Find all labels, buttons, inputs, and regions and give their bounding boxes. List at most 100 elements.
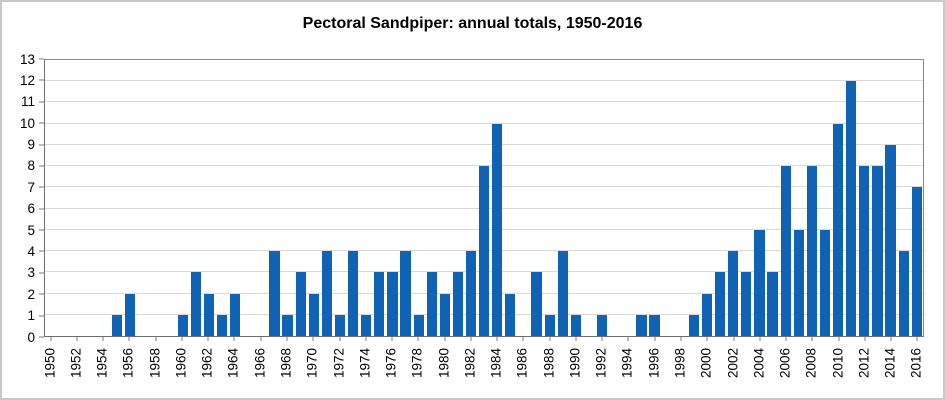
bars (45, 60, 923, 336)
x-label-2000: 2000 (698, 348, 714, 379)
bar-1975 (374, 272, 385, 336)
x-label-2016: 2016 (909, 348, 924, 379)
x-tick-2006 (785, 337, 787, 341)
bar-slot-1995 (635, 60, 648, 336)
x-tick-1984 (496, 337, 498, 341)
x-tick-1986 (522, 337, 524, 341)
bar-slot-2000 (700, 60, 713, 336)
x-tick-1968 (286, 337, 288, 341)
x-tick-2016 (916, 337, 918, 341)
bar-1964 (229, 293, 241, 336)
bar-1979 (426, 272, 437, 336)
x-tick-1992 (601, 337, 603, 341)
y-label-4: 4 (27, 243, 35, 259)
bar-slot-1994 (622, 60, 635, 336)
y-axis-labels: 0 1 2 3 4 5 6 7 8 9 10 11 12 13 (2, 52, 35, 343)
bar-slot-1988 (543, 60, 556, 336)
gridline (45, 143, 923, 145)
y-label-12: 12 (19, 72, 35, 88)
bar-1976 (387, 272, 398, 336)
x-tick-1998 (680, 337, 682, 341)
x-tick-1958 (155, 337, 157, 341)
x-tick-1962 (207, 337, 209, 341)
x-label-1988: 1988 (541, 348, 557, 379)
bar-slot-2004 (753, 60, 766, 336)
x-tick-1974 (365, 337, 367, 341)
bar-2011 (846, 81, 857, 336)
bar-slot-2015 (897, 60, 910, 336)
bar-slot-1991 (582, 60, 595, 336)
bar-slot-2007 (792, 60, 805, 336)
x-label-1980: 1980 (436, 348, 452, 379)
bar-slot-2003 (740, 60, 753, 336)
bar-slot-1998 (674, 60, 687, 336)
gridline (45, 101, 923, 103)
bar-slot-1993 (609, 60, 622, 336)
bar-slot-1961 (189, 60, 202, 336)
bar-1955 (111, 314, 123, 336)
bar-slot-1967 (268, 60, 281, 336)
bar-slot-1958 (150, 60, 163, 336)
x-tick-1972 (339, 337, 341, 341)
y-tick-3 (39, 272, 44, 274)
bar-2015 (898, 251, 909, 336)
x-label-2004: 2004 (751, 348, 767, 379)
x-tick-1952 (76, 337, 78, 341)
bar-2013 (872, 166, 883, 336)
bar-slot-1980 (438, 60, 451, 336)
x-label-1956: 1956 (120, 348, 136, 379)
x-label-2014: 2014 (882, 348, 898, 379)
plot-area (44, 59, 924, 337)
bar-slot-1965 (242, 60, 255, 336)
y-tick-6 (39, 208, 44, 210)
bar-1973 (347, 251, 359, 336)
x-label-1964: 1964 (226, 348, 242, 379)
x-label-1994: 1994 (620, 348, 636, 379)
y-label-7: 7 (27, 179, 35, 195)
bar-1982 (465, 251, 477, 336)
bar-2014 (885, 144, 896, 336)
bar-slot-1972 (333, 60, 346, 336)
x-label-1954: 1954 (94, 348, 110, 379)
bar-slot-1971 (320, 60, 333, 336)
x-label-2008: 2008 (803, 348, 819, 379)
bar-1999 (688, 314, 700, 336)
x-label-2010: 2010 (830, 348, 846, 379)
bar-1974 (361, 314, 372, 336)
x-tick-1982 (470, 337, 472, 341)
bar-1985 (505, 293, 516, 336)
bar-1977 (400, 251, 411, 336)
bar-slot-1986 (517, 60, 530, 336)
x-label-1966: 1966 (252, 348, 268, 379)
bar-2005 (767, 272, 778, 336)
y-tick-9 (39, 144, 44, 146)
x-label-1950: 1950 (42, 348, 58, 379)
x-label-1976: 1976 (383, 348, 399, 379)
bar-2016 (911, 187, 922, 336)
x-tick-1990 (575, 337, 577, 341)
bar-slot-1976 (386, 60, 399, 336)
y-tick-2 (39, 293, 44, 295)
x-label-1984: 1984 (488, 348, 504, 379)
bar-2004 (754, 229, 765, 336)
bar-slot-1966 (255, 60, 268, 336)
bar-slot-1978 (412, 60, 425, 336)
y-label-13: 13 (19, 51, 35, 67)
bar-1989 (557, 251, 568, 336)
bar-2010 (833, 123, 844, 336)
bar-1962 (203, 293, 214, 336)
x-label-2006: 2006 (777, 348, 793, 379)
x-tick-2008 (811, 337, 813, 341)
x-tick-1976 (391, 337, 393, 341)
x-label-1978: 1978 (409, 348, 425, 379)
x-label-1998: 1998 (672, 348, 688, 379)
bar-slot-1962 (202, 60, 215, 336)
x-label-1992: 1992 (593, 348, 609, 379)
x-axis-labels: 1950 1952 1954 1956 1958 1960 1962 1964 1966 1968… (42, 343, 924, 395)
chart-title: Pectoral Sandpiper: annual totals, 1950-… (302, 15, 643, 32)
bar-slot-1964 (229, 60, 242, 336)
x-tick-2004 (759, 337, 761, 341)
bar-slot-1977 (399, 60, 412, 336)
bar-slot-1973 (347, 60, 360, 336)
